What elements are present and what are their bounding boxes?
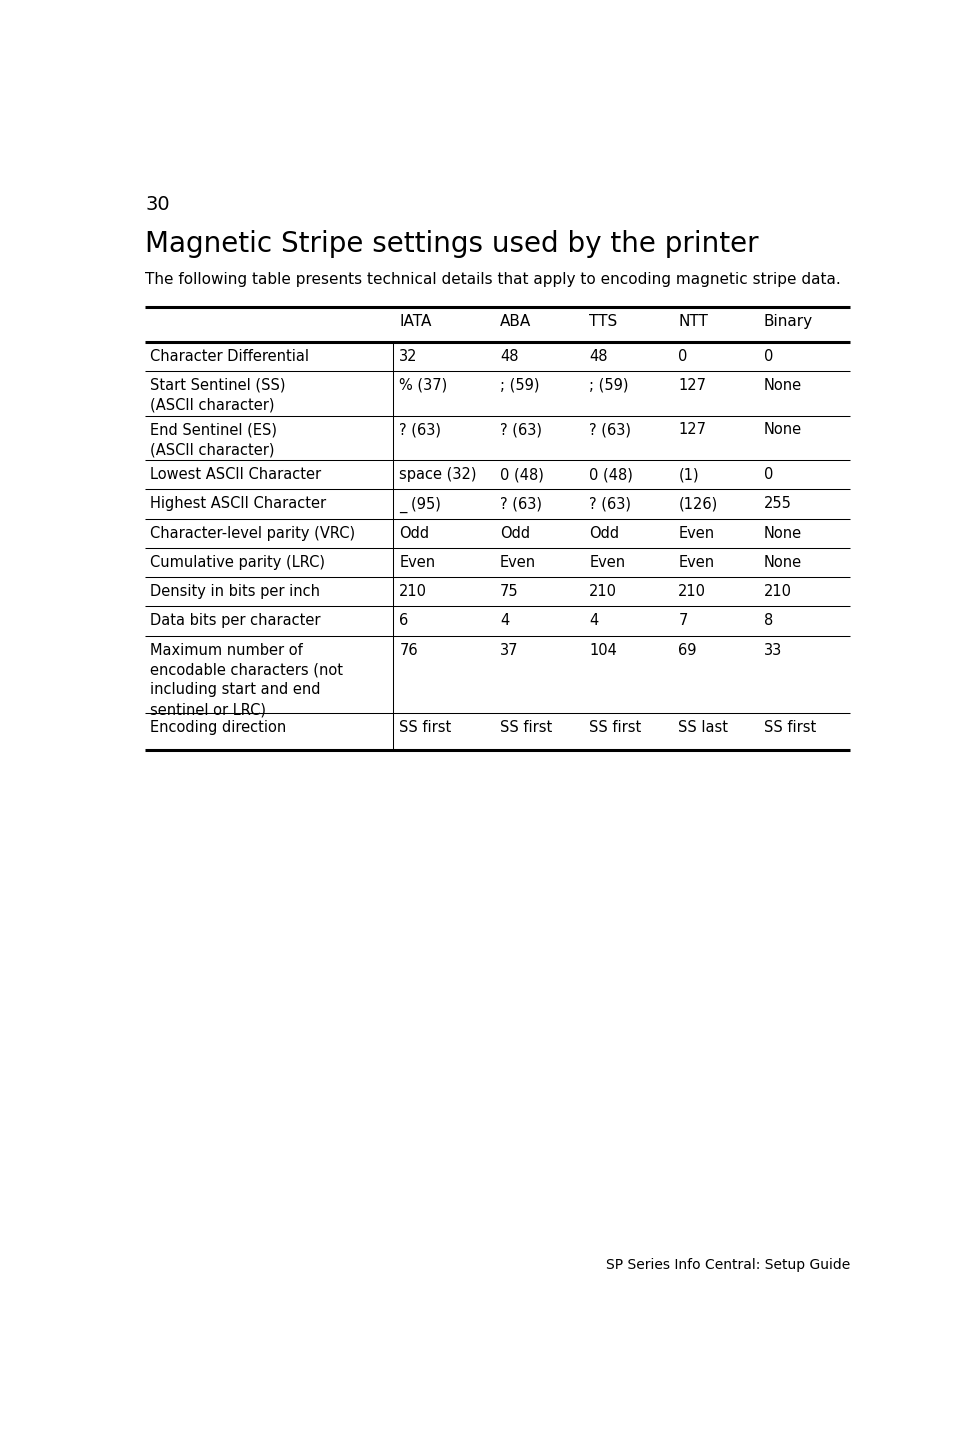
Text: 0 (48): 0 (48) bbox=[500, 468, 544, 482]
Text: None: None bbox=[763, 555, 801, 570]
Text: ; (59): ; (59) bbox=[500, 377, 539, 393]
Text: 255: 255 bbox=[763, 497, 792, 511]
Text: % (37): % (37) bbox=[400, 377, 448, 393]
Text: ? (63): ? (63) bbox=[589, 497, 631, 511]
Text: ABA: ABA bbox=[500, 314, 531, 329]
Text: 210: 210 bbox=[589, 584, 617, 600]
Text: 76: 76 bbox=[400, 643, 418, 657]
Text: ? (63): ? (63) bbox=[589, 422, 631, 438]
Text: Cumulative parity (LRC): Cumulative parity (LRC) bbox=[150, 555, 325, 570]
Text: SS last: SS last bbox=[679, 720, 728, 735]
Text: 48: 48 bbox=[589, 349, 607, 363]
Text: SP Series Info Central: Setup Guide: SP Series Info Central: Setup Guide bbox=[606, 1258, 850, 1271]
Text: (126): (126) bbox=[679, 497, 718, 511]
Text: 0: 0 bbox=[763, 349, 773, 363]
Text: 0: 0 bbox=[679, 349, 687, 363]
Text: Even: Even bbox=[679, 525, 715, 541]
Text: Character Differential: Character Differential bbox=[150, 349, 309, 363]
Text: Even: Even bbox=[500, 555, 536, 570]
Text: ? (63): ? (63) bbox=[500, 422, 542, 438]
Text: 210: 210 bbox=[763, 584, 792, 600]
Text: Data bits per character: Data bits per character bbox=[150, 613, 320, 629]
Text: ? (63): ? (63) bbox=[400, 422, 442, 438]
Text: Highest ASCII Character: Highest ASCII Character bbox=[150, 497, 326, 511]
Text: Even: Even bbox=[589, 555, 625, 570]
Text: Magnetic Stripe settings used by the printer: Magnetic Stripe settings used by the pri… bbox=[145, 230, 759, 258]
Text: 4: 4 bbox=[589, 613, 599, 629]
Text: 33: 33 bbox=[763, 643, 782, 657]
Text: 7: 7 bbox=[679, 613, 687, 629]
Text: 0: 0 bbox=[763, 468, 773, 482]
Text: Even: Even bbox=[679, 555, 715, 570]
Text: None: None bbox=[763, 377, 801, 393]
Text: None: None bbox=[763, 422, 801, 438]
Text: Start Sentinel (SS)
(ASCII character): Start Sentinel (SS) (ASCII character) bbox=[150, 377, 286, 413]
Text: Even: Even bbox=[400, 555, 436, 570]
Text: 210: 210 bbox=[400, 584, 427, 600]
Text: Maximum number of
encodable characters (not
including start and end
sentinel or : Maximum number of encodable characters (… bbox=[150, 643, 343, 718]
Text: _ (95): _ (95) bbox=[400, 497, 442, 512]
Text: 48: 48 bbox=[500, 349, 519, 363]
Text: 127: 127 bbox=[679, 422, 706, 438]
Text: SS first: SS first bbox=[400, 720, 451, 735]
Text: ; (59): ; (59) bbox=[589, 377, 629, 393]
Text: NTT: NTT bbox=[679, 314, 708, 329]
Text: SS first: SS first bbox=[589, 720, 642, 735]
Text: 32: 32 bbox=[400, 349, 418, 363]
Text: 0 (48): 0 (48) bbox=[589, 468, 633, 482]
Text: space (32): space (32) bbox=[400, 468, 477, 482]
Text: (1): (1) bbox=[679, 468, 699, 482]
Text: Odd: Odd bbox=[400, 525, 429, 541]
Text: IATA: IATA bbox=[400, 314, 432, 329]
Text: 30: 30 bbox=[145, 195, 170, 214]
Text: Odd: Odd bbox=[589, 525, 619, 541]
Text: Odd: Odd bbox=[500, 525, 530, 541]
Text: 127: 127 bbox=[679, 377, 706, 393]
Text: End Sentinel (ES)
(ASCII character): End Sentinel (ES) (ASCII character) bbox=[150, 422, 277, 458]
Text: SS first: SS first bbox=[763, 720, 816, 735]
Text: Character-level parity (VRC): Character-level parity (VRC) bbox=[150, 525, 355, 541]
Text: Encoding direction: Encoding direction bbox=[150, 720, 286, 735]
Text: Lowest ASCII Character: Lowest ASCII Character bbox=[150, 468, 321, 482]
Text: The following table presents technical details that apply to encoding magnetic s: The following table presents technical d… bbox=[145, 273, 840, 287]
Text: 37: 37 bbox=[500, 643, 519, 657]
Text: Binary: Binary bbox=[763, 314, 813, 329]
Text: 6: 6 bbox=[400, 613, 409, 629]
Text: SS first: SS first bbox=[500, 720, 552, 735]
Text: 104: 104 bbox=[589, 643, 617, 657]
Text: 4: 4 bbox=[500, 613, 509, 629]
Text: 8: 8 bbox=[763, 613, 773, 629]
Text: ? (63): ? (63) bbox=[500, 497, 542, 511]
Text: 75: 75 bbox=[500, 584, 519, 600]
Text: None: None bbox=[763, 525, 801, 541]
Text: Density in bits per inch: Density in bits per inch bbox=[150, 584, 320, 600]
Text: 210: 210 bbox=[679, 584, 706, 600]
Text: 69: 69 bbox=[679, 643, 697, 657]
Text: TTS: TTS bbox=[589, 314, 617, 329]
